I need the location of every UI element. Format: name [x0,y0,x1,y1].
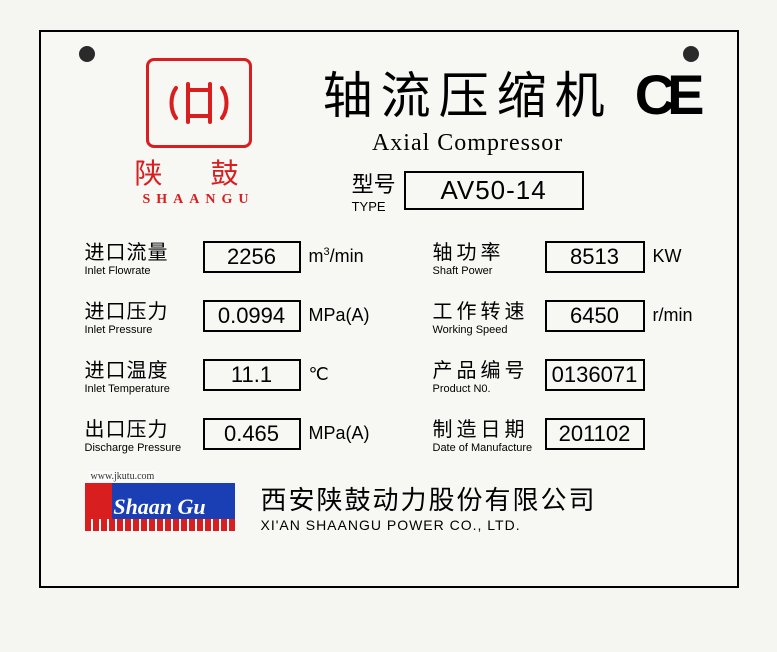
spec-value: 201102 [545,418,645,450]
spec-label: 轴功率Shaft Power [433,236,545,277]
type-label-en: TYPE [352,199,396,214]
brand-name-cn: 陕鼓 [135,152,287,192]
spec-unit: MPa(A) [309,423,370,444]
spec-row: 进口压力Inlet Pressure0.0994 MPa(A) [85,295,370,336]
nameplate: 陕鼓 SHAANGU 轴流压缩机 Axial Compressor 型号 TYP… [39,30,739,588]
specs-col-left: 进口流量Inlet Flowrate2256 m3/min 进口压力Inlet Pr… [85,236,370,454]
title-block: 轴流压缩机 Axial Compressor 型号 TYPE AV50-14 [301,58,635,214]
spec-value: 0.465 [203,418,301,450]
spec-label-en: Inlet Temperature [85,383,203,395]
company-en: XI'AN SHAANGU POWER CO., LTD. [261,517,693,533]
bolt-hole-top-left [79,46,95,62]
spec-label: 进口温度Inlet Temperature [85,354,203,395]
spec-label-en: Inlet Pressure [85,324,203,336]
spec-label-cn: 出口压力 [85,413,203,442]
brand-logo [146,58,252,148]
type-row: 型号 TYPE AV50-14 [301,167,635,214]
bolt-hole-top-right [683,46,699,62]
spec-label-en: Discharge Pressure [85,442,203,454]
type-value: AV50-14 [404,171,584,210]
spec-label: 制造日期Date of Manufacture [433,413,545,454]
spec-row: 轴功率Shaft Power8513 KW [433,236,693,277]
title-cn: 轴流压缩机 [301,56,635,128]
spec-label-en: Shaft Power [433,265,545,277]
spec-label-cn: 进口温度 [85,354,203,383]
spec-row: 进口流量Inlet Flowrate2256 m3/min [85,236,370,277]
spec-label: 工作转速Working Speed [433,295,545,336]
spec-label: 产品编号Product N0. [433,354,545,395]
spec-label-cn: 制造日期 [433,413,545,442]
ce-mark-icon: CE [635,62,697,127]
footer-logo: www.jkutu.com Shaan Gu [85,483,235,531]
spec-label-cn: 产品编号 [433,354,545,383]
spec-value: 6450 [545,300,645,332]
type-label: 型号 TYPE [352,167,396,214]
spec-value: 0.0994 [203,300,301,332]
footer-logo-text: Shaan Gu [113,494,205,520]
spec-value: 11.1 [203,359,301,391]
brand-block: 陕鼓 SHAANGU [111,58,287,208]
spec-unit: KW [653,246,682,267]
spec-unit: r/min [653,305,693,326]
footer: www.jkutu.com Shaan Gu 西安陕鼓动力股份有限公司 XI'A… [41,480,737,533]
spec-row: 制造日期Date of Manufacture201102 [433,413,693,454]
type-label-cn: 型号 [352,167,396,199]
spec-row: 工作转速Working Speed6450 r/min [433,295,693,336]
spec-label-en: Inlet Flowrate [85,265,203,277]
spec-label: 出口压力Discharge Pressure [85,413,203,454]
spec-unit: m3/min [309,246,364,267]
spec-label: 进口流量Inlet Flowrate [85,236,203,277]
specs-col-right: 轴功率Shaft Power8513 KW 工作转速Working Speed645… [433,236,693,454]
spec-row: 产品编号Product N0.0136071 [433,354,693,395]
watermark-url: www.jkutu.com [89,471,157,482]
brand-name-en: SHAANGU [111,192,287,208]
spec-label-en: Product N0. [433,383,545,395]
company-cn: 西安陕鼓动力股份有限公司 [261,480,693,517]
brand-logo-icon [164,78,234,128]
spec-label-cn: 进口流量 [85,236,203,265]
spec-label-cn: 轴功率 [433,236,545,265]
title-en: Axial Compressor [301,130,635,157]
spec-value: 8513 [545,241,645,273]
spec-unit: MPa(A) [309,305,370,326]
spec-row: 进口温度Inlet Temperature11.1 ℃ [85,354,370,395]
spec-label-cn: 进口压力 [85,295,203,324]
spec-row: 出口压力Discharge Pressure0.465 MPa(A) [85,413,370,454]
spec-label-cn: 工作转速 [433,295,545,324]
spec-value: 2256 [203,241,301,273]
spec-value: 0136071 [545,359,645,391]
header: 陕鼓 SHAANGU 轴流压缩机 Axial Compressor 型号 TYP… [41,32,737,214]
spec-unit: ℃ [309,364,329,385]
specs-grid: 进口流量Inlet Flowrate2256 m3/min 进口压力Inlet Pr… [41,214,737,454]
footer-logo-bar [85,519,235,531]
company-block: 西安陕鼓动力股份有限公司 XI'AN SHAANGU POWER CO., LT… [261,480,693,533]
spec-label: 进口压力Inlet Pressure [85,295,203,336]
spec-label-en: Working Speed [433,324,545,336]
spec-label-en: Date of Manufacture [433,442,545,454]
